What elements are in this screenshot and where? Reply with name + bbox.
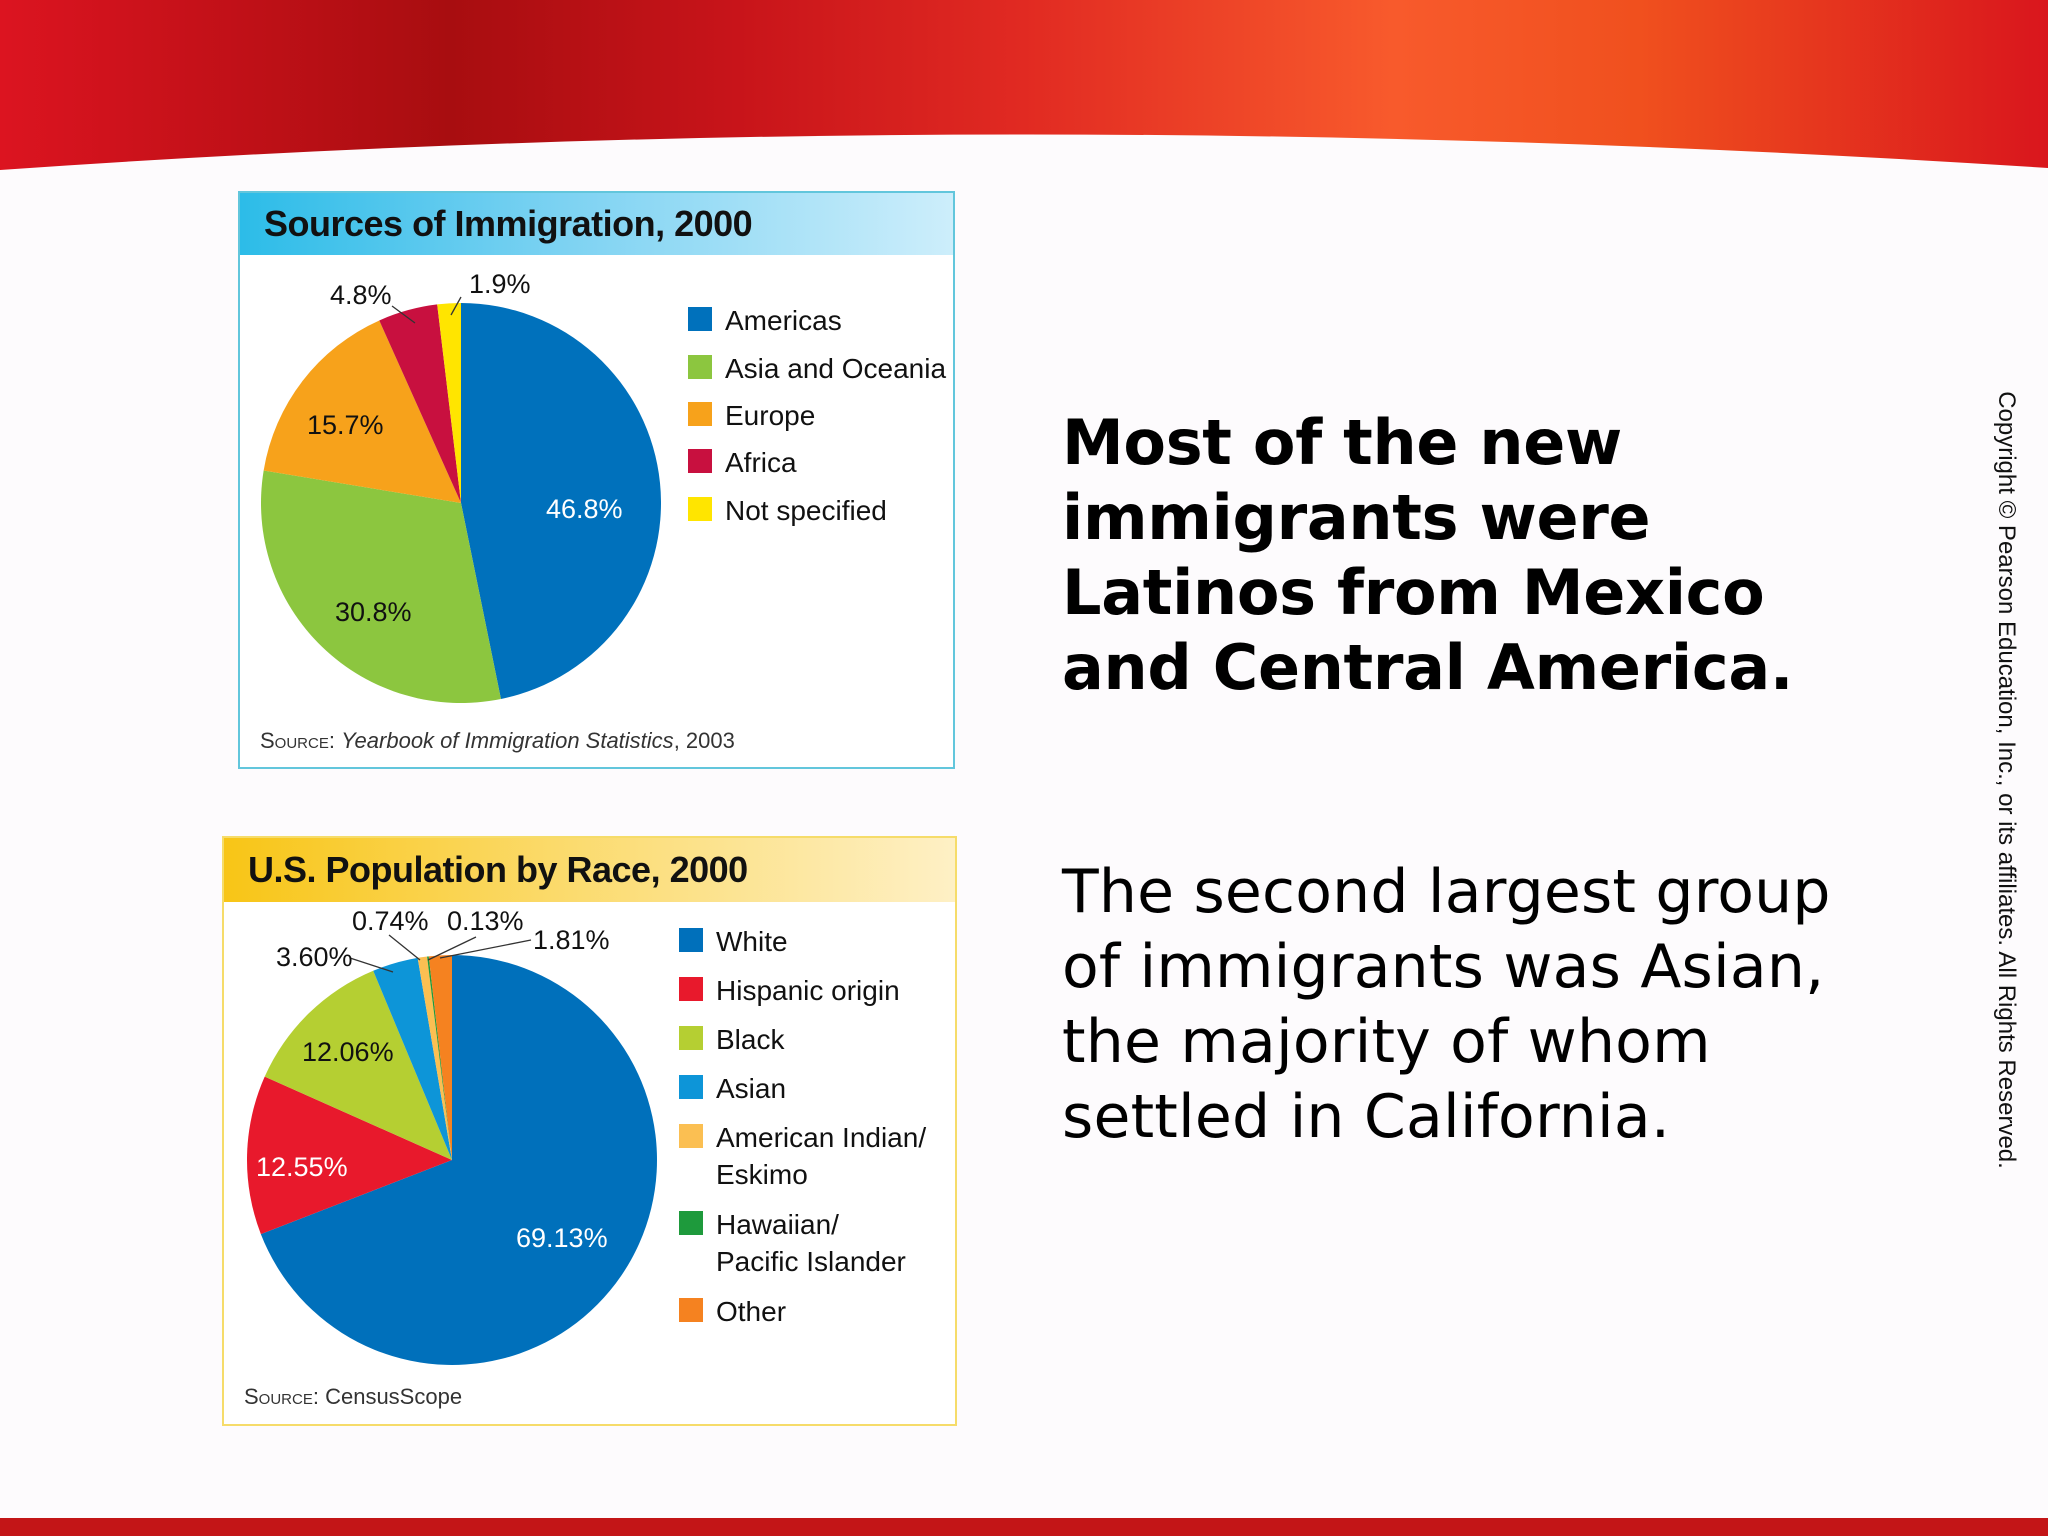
slice-label: 3.60% (276, 942, 353, 972)
pie-slice (427, 956, 452, 1160)
legend-item: Hispanic origin (679, 972, 900, 1009)
legend-swatch-icon (688, 355, 712, 379)
legend-label: Hawaiian/Pacific Islander (716, 1209, 906, 1277)
header-banner (0, 0, 2048, 175)
body-text: The second largest group of immigrants wa… (1062, 855, 1831, 1155)
legend-label: Americas (725, 305, 842, 336)
legend-swatch-icon (688, 307, 712, 331)
text-line: and Central America. (1062, 631, 1794, 704)
footer-bar (0, 1518, 2048, 1536)
legend-swatch-icon (679, 1026, 703, 1050)
pie-slice (379, 304, 461, 503)
slice-label: 15.7% (307, 410, 384, 440)
legend-label: Hispanic origin (716, 975, 900, 1006)
pie-slice (417, 956, 452, 1160)
text-line: of immigrants was Asian, (1062, 932, 1825, 1002)
legend-swatch-icon (679, 928, 703, 952)
pie-slice (373, 957, 452, 1160)
legend-label: Other (716, 1296, 787, 1327)
legend-swatch-icon (688, 449, 712, 473)
text-line: settled in California. (1062, 1082, 1671, 1152)
legend-item: Other (679, 1293, 786, 1330)
legend-label: Asia and Oceania (725, 353, 947, 384)
legend-item: Europe (688, 397, 815, 434)
legend-swatch-icon (688, 402, 712, 426)
slice-label: 12.55% (256, 1152, 348, 1182)
pie-slice (428, 955, 452, 1160)
slice-label: 1.9% (469, 269, 531, 299)
chart-source: Source: CensusScope (244, 1384, 463, 1409)
text-line: Latinos from Mexico (1062, 556, 1765, 629)
legend-label: Asian (716, 1073, 787, 1104)
legend-swatch-icon (679, 1124, 703, 1148)
pie-0 (261, 303, 661, 703)
legend-swatch-icon (688, 497, 712, 521)
pie-slice (260, 955, 657, 1365)
legend-label: American Indian/Eskimo (716, 1122, 927, 1190)
leader-line (391, 305, 416, 324)
leader-line (349, 957, 394, 973)
legend-item: Africa (688, 444, 797, 481)
pie-slice (247, 1076, 452, 1235)
legend-label: Europe (725, 400, 816, 431)
leader-line (439, 939, 532, 959)
legend-item: Black (679, 1021, 784, 1058)
leader-line (450, 296, 462, 316)
leader-line (388, 934, 421, 961)
chart-source: Source: Yearbook of Immigration Statisti… (260, 728, 735, 753)
text-line: Most of the new (1062, 406, 1622, 479)
pie-1 (247, 955, 657, 1365)
legend-swatch-icon (679, 1211, 703, 1235)
legend-item: Asia and Oceania (688, 350, 946, 387)
slice-label: 69.13% (516, 1223, 608, 1253)
pie-slice (261, 470, 501, 703)
chart-title: U.S. Population by Race, 2000 (224, 838, 955, 902)
legend-item: White (679, 923, 788, 960)
legend-label: White (716, 926, 788, 957)
text-line: The second largest group (1062, 857, 1831, 927)
legend-swatch-icon (679, 1075, 703, 1099)
copyright-notice: Copyright © Pearson Education, Inc., or … (1993, 391, 2020, 1169)
legend-swatch-icon (679, 1298, 703, 1322)
legend-swatch-icon (679, 977, 703, 1001)
slice-label: 4.8% (330, 280, 392, 310)
slice-label: 30.8% (335, 597, 412, 627)
pie-slice (264, 970, 452, 1160)
text-line: the majority of whom (1062, 1007, 1711, 1077)
slice-label: 46.8% (546, 494, 623, 524)
legend-label: Africa (725, 447, 797, 478)
legend-item: American Indian/Eskimo (679, 1119, 926, 1193)
pie-slice (461, 303, 661, 699)
text-line: immigrants were (1062, 481, 1651, 554)
legend-label: Not specified (725, 495, 887, 526)
legend-label: Black (716, 1024, 785, 1055)
legend-item: Not specified (688, 492, 887, 529)
slice-label: 0.13% (447, 906, 524, 936)
pie-slice (263, 320, 461, 503)
leader-line (427, 936, 477, 961)
legend-item: Asian (679, 1070, 786, 1107)
legend-item: Hawaiian/Pacific Islander (679, 1206, 906, 1280)
chart-title: Sources of Immigration, 2000 (240, 193, 953, 255)
legend-item: Americas (688, 302, 842, 339)
slice-label: 1.81% (533, 925, 610, 955)
slice-label: 12.06% (302, 1037, 394, 1067)
pie-slice (437, 303, 461, 503)
headline: Most of the new immigrants were Latinos fr… (1062, 405, 1793, 705)
slice-label: 0.74% (352, 906, 429, 936)
